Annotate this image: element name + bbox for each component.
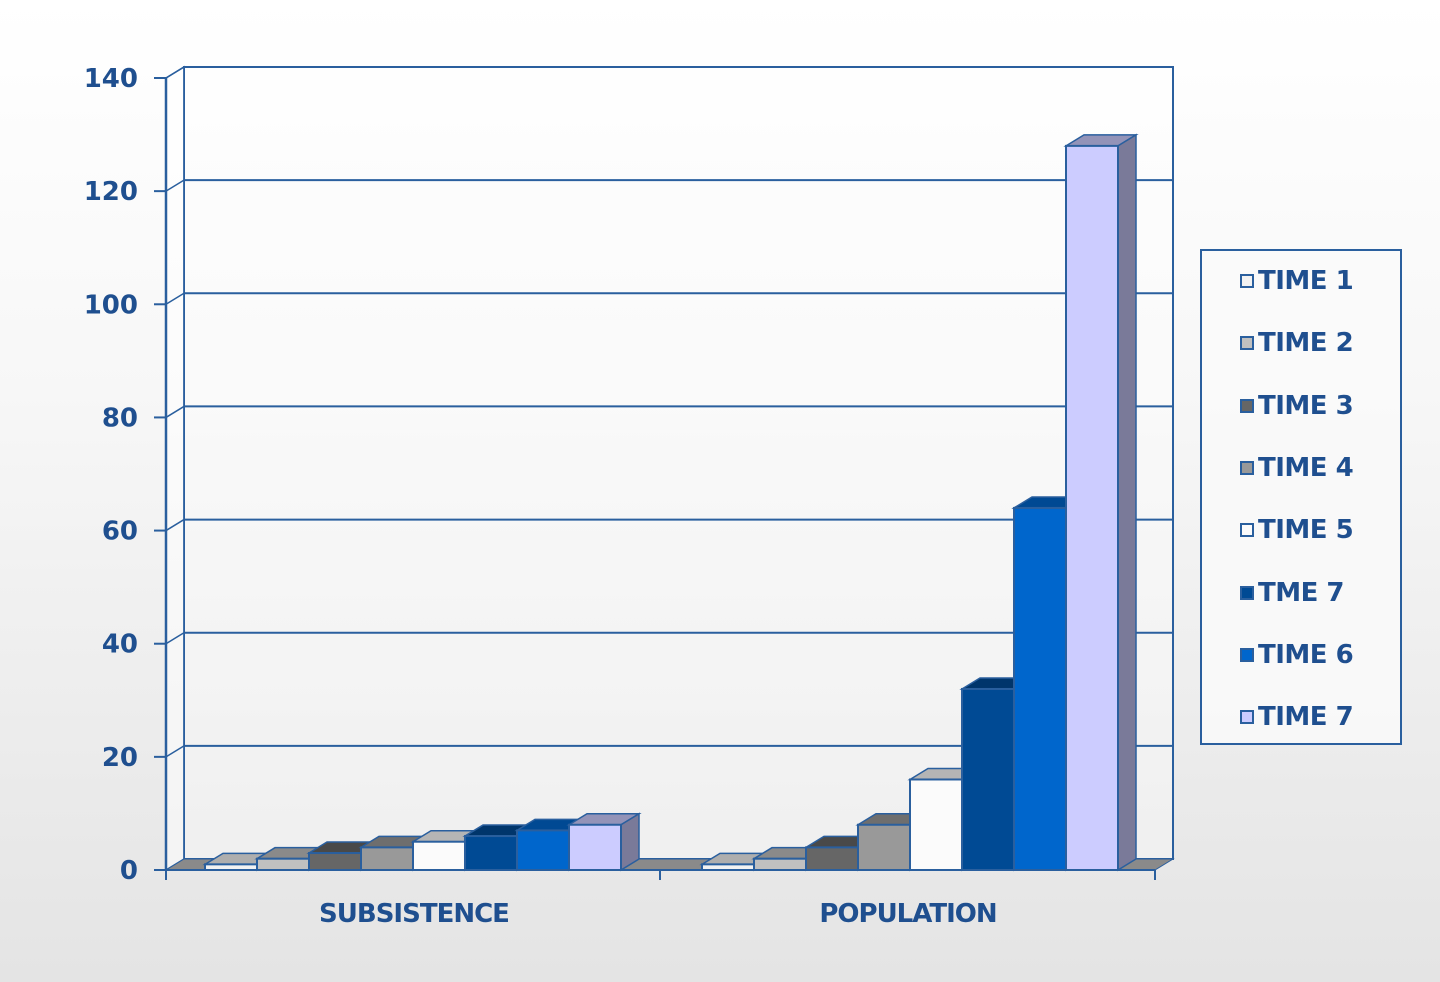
legend-swatch-icon — [1240, 647, 1254, 662]
legend-item: TIME 7 — [1240, 702, 1354, 733]
y-tick-label: 20 — [102, 743, 138, 773]
y-tick-label: 0 — [120, 856, 138, 886]
legend-swatch-icon — [1240, 274, 1254, 288]
y-tick-label: 140 — [84, 64, 138, 94]
legend-item: TME 7 — [1240, 577, 1345, 608]
gridlines — [164, 65, 1175, 872]
y-tick-label: 60 — [102, 517, 138, 547]
legend-swatch-icon — [1240, 585, 1254, 600]
y-tick-label: 120 — [84, 177, 138, 207]
y-tick-label: 100 — [84, 290, 138, 320]
legend-label: TIME 2 — [1258, 328, 1354, 359]
bars — [202, 133, 1139, 872]
y-tick-label: 40 — [102, 630, 138, 660]
legend-label: TIME 6 — [1258, 639, 1354, 670]
legend-item: TIME 1 — [1240, 266, 1354, 296]
bar — [566, 812, 642, 872]
legend-swatch-icon — [1240, 710, 1254, 725]
legend-label: TIME 4 — [1258, 452, 1354, 483]
chart-legend: TIME 1 TIME 2 TIME 3 TIME 4 TIME 5 TME 7 TIME … — [1200, 249, 1402, 745]
category-label-population: POPULATION — [819, 899, 996, 929]
legend-swatch-icon — [1240, 398, 1254, 413]
legend-swatch-icon — [1240, 336, 1254, 351]
legend-label: TME 7 — [1258, 577, 1345, 608]
category-label-subsistence: SUBSISTENCE — [319, 899, 509, 929]
legend-label: TIME 5 — [1258, 515, 1354, 546]
legend-item: TIME 5 — [1240, 515, 1354, 546]
legend-item: TIME 2 — [1240, 328, 1354, 359]
legend-item: TIME 4 — [1240, 452, 1354, 483]
legend-item: TIME 3 — [1240, 390, 1354, 421]
bar — [306, 840, 382, 872]
legend-swatch-icon — [1240, 460, 1254, 475]
y-tick-label: 80 — [102, 403, 138, 433]
legend-swatch-icon — [1240, 523, 1254, 538]
bar — [1063, 133, 1139, 872]
legend-label: TIME 3 — [1258, 390, 1354, 421]
legend-item: TIME 6 — [1240, 639, 1354, 670]
legend-label: TIME 7 — [1258, 702, 1354, 733]
legend-label: TIME 1 — [1258, 266, 1354, 296]
